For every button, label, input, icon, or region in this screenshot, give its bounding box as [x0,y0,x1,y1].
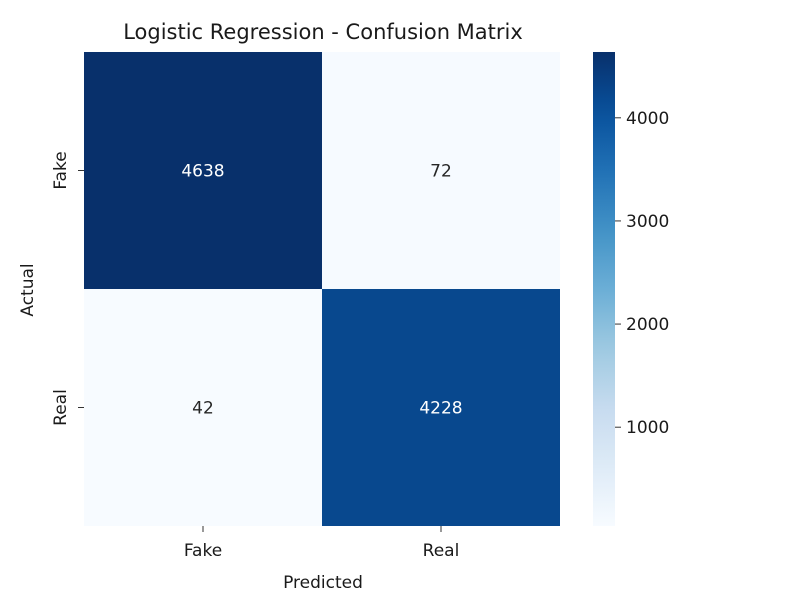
x-axis-label: Predicted [283,573,363,593]
x-tick-label: Fake [184,541,222,561]
heatmap-cell [322,289,560,526]
cell-value-label: 4228 [419,399,462,419]
colorbar-tick-label: 2000 [626,315,669,335]
y-tick-label: Fake [51,151,71,189]
y-axis: Fake Real [51,151,84,426]
colorbar-tick-label: 1000 [626,418,669,438]
heatmap-cell [322,52,560,289]
cell-value-label: 4638 [181,162,224,182]
cell-value-label: 72 [430,162,452,182]
x-tick-label: Real [423,541,460,561]
colorbar-gradient [593,52,615,526]
y-axis-label: Actual [18,263,38,316]
colorbar-tick-label: 4000 [626,109,669,129]
y-tick-label: Real [51,389,71,426]
colorbar-tick-label: 3000 [626,212,669,232]
x-axis: Fake Real [184,526,460,561]
chart-title: Logistic Regression - Confusion Matrix [123,20,523,44]
cell-value-label: 42 [192,399,214,419]
heatmap-cell [84,52,322,289]
colorbar: 1000 2000 3000 4000 [593,52,669,526]
heatmap-cells: 4638 72 42 4228 [84,52,560,526]
heatmap-cell [84,289,322,526]
